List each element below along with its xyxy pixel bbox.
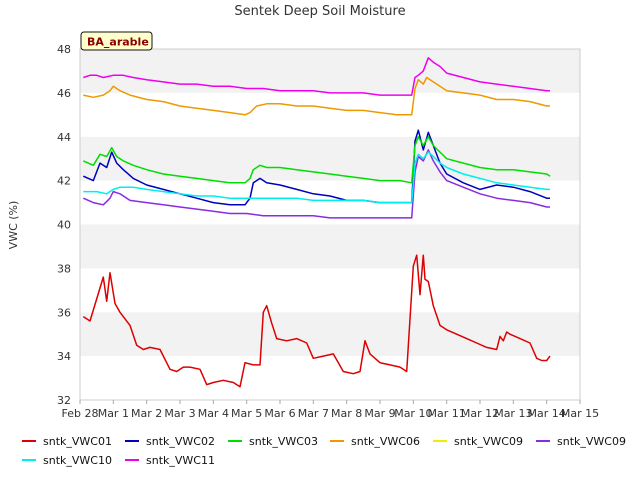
legend-item: sntk_VWC02 xyxy=(125,435,215,448)
grid-band xyxy=(80,312,580,357)
chart-title: Sentek Deep Soil Moisture xyxy=(234,4,405,19)
legend-item: sntk_VWC10 xyxy=(22,454,112,467)
series-line-sntk-vwc03 xyxy=(82,136,551,184)
site-badge: BA_arable xyxy=(80,31,153,51)
x-axis-ticks: Feb 28 Mar 1 Mar 2 Mar 3 Mar 4 Mar 5 Mar 6 Mar … xyxy=(62,400,599,420)
x-tick-label: Mar 3 xyxy=(164,407,195,420)
legend-label: sntk_VWC09 xyxy=(557,435,626,448)
x-tick-label: Mar 2 xyxy=(131,407,162,420)
legend-item: sntk_VWC09 xyxy=(433,435,523,448)
x-tick-label: Mar 4 xyxy=(198,407,229,420)
x-tick-label: Mar 13 xyxy=(494,407,532,420)
grid-band xyxy=(80,224,580,269)
legend-item: sntk_VWC03 xyxy=(228,435,318,448)
legend-label: sntk_VWC11 xyxy=(146,454,215,467)
y-tick-label: 32 xyxy=(57,394,71,407)
x-tick-label: Mar 7 xyxy=(298,407,329,420)
y-tick-label: 44 xyxy=(57,131,71,144)
x-tick-label: Mar 5 xyxy=(231,407,262,420)
badge-box xyxy=(80,31,153,51)
legend-item: sntk_VWC06 xyxy=(330,435,420,448)
legend-label: sntk_VWC09 xyxy=(454,435,523,448)
legend: sntk_VWC01 sntk_VWC02 sntk_VWC03 sntk_VWC06… xyxy=(22,435,626,467)
legend-item: sntk_VWC01 xyxy=(22,435,112,448)
x-tick-label: Mar 14 xyxy=(528,407,566,420)
grid-band xyxy=(80,268,580,313)
series-line-sntk-vwc10 xyxy=(83,151,550,204)
y-tick-label: 34 xyxy=(57,350,71,363)
legend-label: sntk_VWC01 xyxy=(43,435,112,448)
x-tick-label: Mar 9 xyxy=(364,407,395,420)
x-tick-label: Mar 11 xyxy=(428,407,466,420)
legend-label: sntk_VWC02 xyxy=(146,435,215,448)
legend-label: sntk_VWC03 xyxy=(249,435,318,448)
legend-item: sntk_VWC11 xyxy=(125,454,215,467)
plot-bands xyxy=(80,49,580,400)
legend-item: sntk_VWC09 xyxy=(536,435,626,448)
x-tick-label: Mar 12 xyxy=(461,407,499,420)
series-line-sntk-vwc02 xyxy=(82,129,550,206)
x-tick-label: Mar 1 xyxy=(98,407,129,420)
legend-label: sntk_VWC10 xyxy=(43,454,112,467)
x-tick-label: Mar 10 xyxy=(394,407,432,420)
series-line-sntk-vwc01 xyxy=(82,254,551,388)
plot-frame xyxy=(79,48,581,401)
series-line-sntk-vwc09 xyxy=(82,149,550,219)
y-tick-label: 38 xyxy=(57,262,71,275)
y-tick-label: 48 xyxy=(57,43,71,56)
series-lines xyxy=(82,57,551,388)
y-axis-label: VWC (%) xyxy=(7,201,20,250)
grid-band xyxy=(80,356,580,400)
x-tick-label: Mar 15 xyxy=(561,407,599,420)
y-tick-label: 36 xyxy=(57,306,71,319)
x-tick-label: Mar 8 xyxy=(331,407,362,420)
y-tick-label: 46 xyxy=(57,87,71,100)
series-line-sntk-vwc06 xyxy=(83,76,550,116)
x-tick-label: Feb 28 xyxy=(62,407,99,420)
badge-label: BA_arable xyxy=(87,36,149,49)
x-tick-label: Mar 6 xyxy=(264,407,295,420)
legend-label: sntk_VWC06 xyxy=(351,435,420,448)
grid-band xyxy=(80,49,580,93)
y-axis-ticks: 32 34 36 38 40 42 44 46 48 xyxy=(57,43,71,407)
y-tick-label: 42 xyxy=(57,175,71,188)
series-line-sntk-vwc11 xyxy=(83,57,550,96)
y-tick-label: 40 xyxy=(57,219,71,232)
